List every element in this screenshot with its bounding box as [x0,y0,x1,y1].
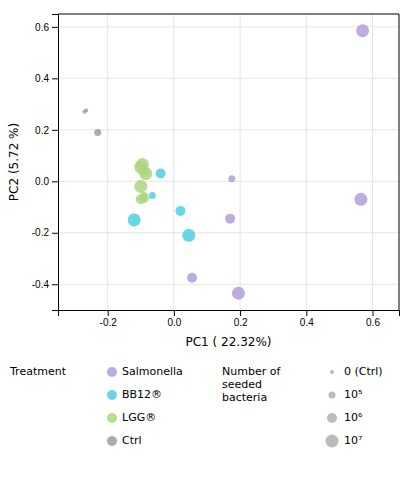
point [182,229,195,242]
grid-line [240,14,241,310]
axis-line [59,311,400,317]
grid-line [173,14,174,310]
point [156,169,166,179]
tick: -0.2 [32,227,58,238]
tick-label: 0.2 [234,317,248,328]
grid [58,14,399,310]
tick-mark [52,27,58,28]
tick-label: 0.2 [35,125,49,136]
size-legend-label: 10⁷ [344,434,362,447]
tick-label: 0.6 [366,317,380,328]
size-legend-label: 0 (Ctrl) [344,365,383,378]
legend: Treatment Salmonella BB12® LGG® Ctrl Number o… [9,365,383,448]
tick-label: 0.0 [35,176,49,187]
point [225,214,235,224]
tick-label: -0.2 [32,227,50,238]
legend-swatch [107,436,117,446]
points [82,24,369,300]
series [187,24,369,300]
tick: 0.4 [300,310,314,328]
grid-line [58,78,399,79]
axis-line [52,15,59,311]
point [136,194,146,204]
tick: 0.6 [35,22,58,33]
point [94,129,101,136]
tick-mark [52,130,58,131]
tick: 0.2 [35,125,58,136]
tick-label: 0.0 [167,317,181,328]
grid-line [306,14,307,310]
size-legend-swatch [327,413,337,423]
tick-mark [52,78,58,79]
legend-label: BB12® [122,388,162,401]
point [354,193,367,206]
point [149,192,156,199]
grid-line [58,284,399,285]
grid-line [372,14,373,310]
tick: -0.2 [100,310,118,328]
legend-label: Salmonella [122,365,183,378]
tick-mark [174,310,175,316]
tick: 0.2 [234,310,248,328]
tick-label: -0.4 [32,279,50,290]
grid-line [58,232,399,233]
grid-line [58,181,399,182]
size-legend-swatch [330,370,334,374]
x-axis-title: PC1 ( 22.32%) [186,335,272,349]
tick-label: 0.6 [35,22,49,33]
size-legend-label: 10⁶ [344,411,363,424]
tick: 0.6 [366,310,380,328]
x-axis: -0.2 0.0 0.2 0.4 0.6 [59,310,400,328]
size-legend-label: 10⁵ [344,388,362,401]
series [82,109,101,136]
point [228,175,235,182]
point [175,206,185,216]
frame [58,14,399,15]
point [134,180,147,193]
tick-label: 0.4 [300,317,314,328]
plot: -0.2 0.0 0.2 0.4 0.6 -0.4 -0.2 0.0 0.2 0.4 0.6 [32,14,400,328]
tick: 0.4 [35,73,58,84]
y-axis-title: PC2 (5.72 %) [7,123,21,201]
legend-label: LGG® [122,411,156,424]
point [356,24,369,37]
tick: 0.0 [35,176,58,187]
size-legend-swatch [326,435,339,448]
legend-swatch [107,390,117,400]
grid-line [107,14,108,310]
size-legend-swatch [329,392,336,399]
size-legend-title: Number ofseededbacteria [222,365,281,404]
tick-mark [240,310,241,316]
tick-mark [306,310,307,316]
point [136,158,149,171]
legend-title: Treatment [9,365,67,378]
frame [399,14,400,310]
point [84,109,88,113]
tick-mark [373,310,374,316]
tick-mark [52,181,58,182]
legend-label: Ctrl [122,434,142,447]
point [128,213,141,226]
tick-mark [108,310,109,316]
legend-swatch [107,413,117,423]
tick: -0.4 [32,279,58,290]
point [187,273,197,283]
grid-line [58,129,399,130]
tick-mark [52,284,58,285]
tick-label: -0.2 [100,317,118,328]
series [128,169,196,242]
point [232,287,245,300]
tick-mark [52,233,58,234]
chart: -0.2 0.0 0.2 0.4 0.6 -0.4 -0.2 0.0 0.2 0.4 0.6 PC1 … [0,0,415,500]
tick-label: 0.4 [35,73,49,84]
grid-line [58,26,399,27]
tick: 0.0 [167,310,181,328]
y-axis: -0.4 -0.2 0.0 0.2 0.4 0.6 [32,15,59,311]
legend-swatch [107,367,117,377]
series [134,158,152,204]
